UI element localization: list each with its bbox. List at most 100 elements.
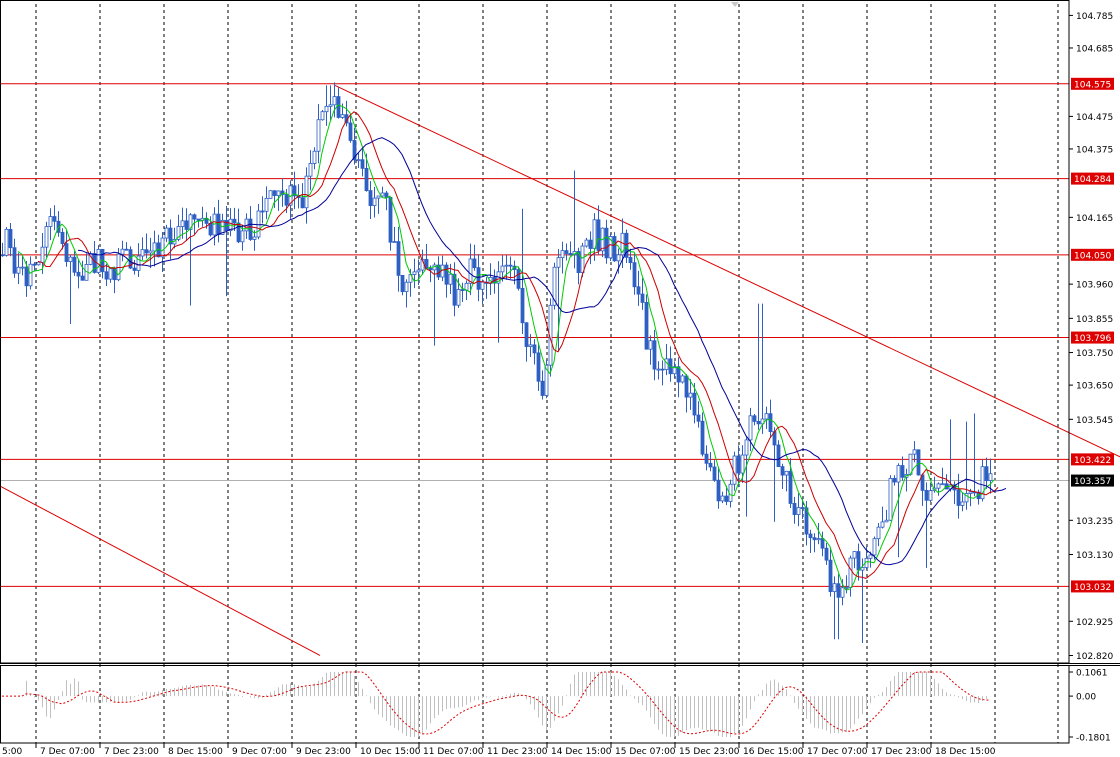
price-tick-label: 104.685 — [1076, 44, 1113, 54]
candle-body — [704, 453, 709, 464]
candle-body — [888, 478, 893, 521]
time-label: 17 Dec 23:00 — [871, 747, 932, 757]
candle-body — [476, 267, 481, 290]
candle-body — [692, 392, 697, 416]
candle-body — [124, 248, 129, 251]
candle-body — [840, 587, 845, 598]
candle-body — [640, 293, 645, 303]
price-tick-label: 104.785 — [1076, 12, 1113, 22]
candle-body — [544, 364, 549, 396]
moving-averages — [17, 104, 1007, 591]
candle-body — [92, 253, 97, 273]
candle-body — [604, 227, 609, 259]
candle-body — [448, 273, 453, 285]
candle-body — [768, 413, 773, 433]
candle-body — [616, 254, 621, 262]
candle-body — [868, 554, 873, 559]
candle-body — [276, 190, 281, 196]
candle-body — [800, 507, 805, 509]
level-price-box — [1071, 453, 1114, 466]
candle-body — [820, 538, 825, 549]
time-label: 11 Dec 23:00 — [487, 747, 548, 757]
candle-body — [956, 489, 961, 506]
trendline — [334, 84, 1120, 458]
candlesticks — [0, 82, 993, 643]
price-axis: 104.575 104.284 104.050 103.796 103.422 103.0… — [1069, 12, 1114, 744]
candle-body — [24, 266, 29, 287]
candle-body — [688, 392, 693, 398]
candle-body — [44, 226, 49, 248]
candle-body — [900, 465, 905, 478]
candle-body — [532, 344, 537, 354]
candle-body — [192, 214, 197, 220]
candle-body — [676, 366, 681, 383]
candle-body — [80, 275, 85, 281]
candle-body — [376, 195, 381, 199]
candle-body — [480, 281, 485, 290]
candle-body — [916, 449, 921, 476]
candle-body — [648, 340, 653, 350]
time-label: 16 Dec 15:00 — [743, 747, 804, 757]
candle-body — [500, 265, 505, 273]
candle-body — [148, 250, 153, 254]
candle-body — [784, 470, 789, 476]
candle-body — [320, 111, 325, 121]
price-tick-label: 104.475 — [1076, 113, 1113, 123]
candle-body — [164, 227, 169, 239]
time-label: 9 Dec 23:00 — [296, 747, 351, 757]
candle-body — [680, 375, 685, 383]
candle-body — [748, 415, 753, 441]
candle-body — [836, 583, 841, 598]
price-tick-label: 103.855 — [1076, 315, 1113, 325]
candle-body — [924, 489, 929, 501]
candle-body — [120, 248, 125, 255]
candle-body — [612, 236, 617, 262]
candle-body — [108, 268, 113, 280]
candle-body — [700, 420, 705, 455]
candle-body — [72, 256, 77, 273]
candle-body — [68, 256, 73, 262]
candle-body — [308, 163, 313, 177]
price-tick-label: 103.545 — [1076, 416, 1113, 426]
time-label: 11 Dec 07:00 — [423, 747, 484, 757]
price-tick-label: 104.165 — [1076, 214, 1113, 224]
candle-body — [588, 239, 593, 249]
candle-body — [336, 96, 341, 118]
candle-body — [764, 413, 769, 420]
candle-body — [540, 380, 545, 396]
candle-body — [144, 249, 149, 254]
candle-body — [684, 375, 689, 398]
candle-body — [524, 322, 529, 347]
candle-body — [220, 219, 225, 235]
candle-body — [48, 216, 53, 227]
candle-body — [236, 222, 241, 243]
candle-body — [716, 479, 721, 502]
candle-body — [352, 140, 357, 161]
candle-body — [984, 466, 989, 481]
main-panel-border — [0, 0, 1070, 664]
candle-body — [968, 491, 973, 494]
candle-body — [736, 455, 741, 474]
candle-body — [744, 439, 749, 456]
time-label: 5:00 — [2, 747, 22, 757]
candle-body — [720, 495, 725, 502]
candle-body — [564, 250, 569, 254]
level-price-label: 104.575 — [1074, 80, 1111, 90]
time-label: 8 Dec 15:00 — [168, 747, 223, 757]
time-label: 15 Dec 23:00 — [679, 747, 740, 757]
candle-body — [940, 483, 945, 486]
candle-body — [724, 495, 729, 502]
candle-body — [456, 289, 461, 306]
candle-body — [988, 473, 993, 481]
candle-body — [328, 104, 333, 107]
candle-body — [428, 268, 433, 271]
price-tick-label: 104.375 — [1076, 145, 1113, 155]
candle-body — [196, 218, 201, 221]
time-axis: 5:00 7 Dec 07:00 7 Dec 23:00 8 Dec 15:00 9 D… — [2, 743, 996, 757]
candle-body — [472, 258, 477, 269]
moving-average-line — [17, 104, 995, 591]
candle-body — [284, 194, 289, 206]
candle-body — [652, 340, 657, 370]
